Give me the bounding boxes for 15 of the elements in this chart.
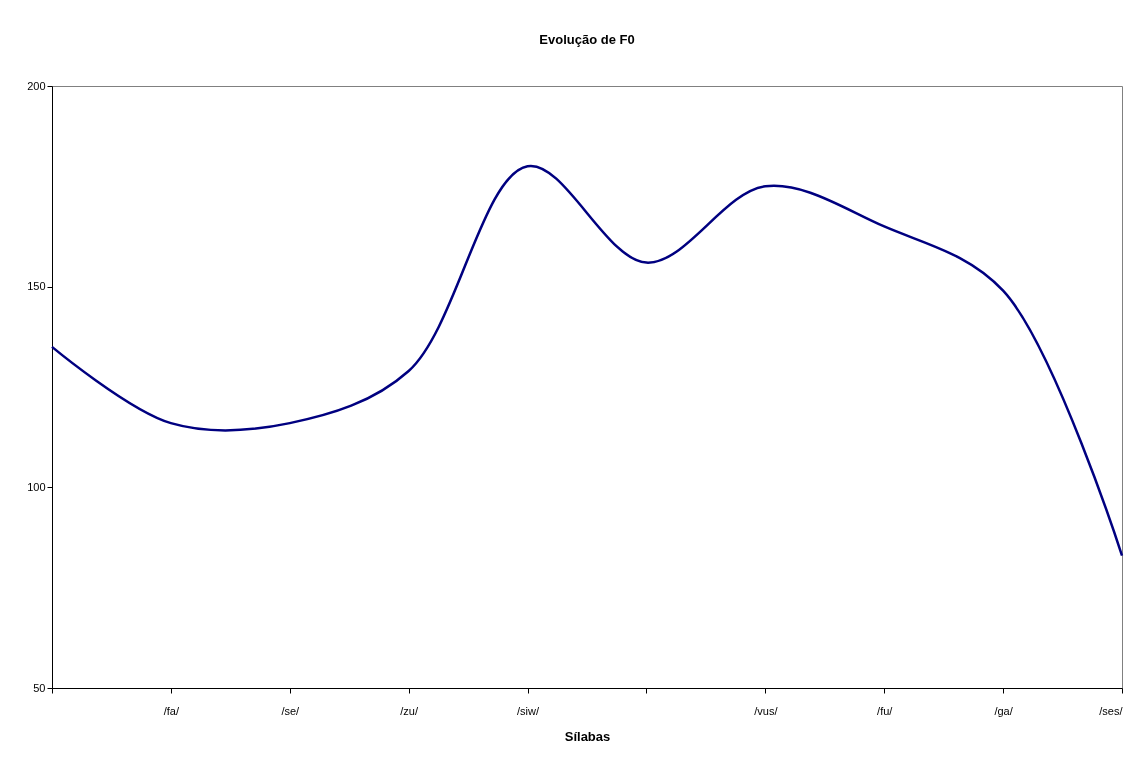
x-tick-label: /ga/ [994,704,1014,717]
x-tick-label: /vus/ [754,704,779,717]
x-tick-label: /se/ [281,704,301,717]
x-tick-label: /siw/ [517,704,540,717]
y-tick-label: 200 [27,79,46,92]
x-tick-label: /fa/ [163,704,180,717]
x-tick-label: /ses/ [1099,704,1124,717]
y-tick-label: 100 [27,480,46,493]
y-tick-label: 150 [27,280,46,293]
x-tick-label: /fu/ [877,704,894,717]
y-tick-label: 50 [33,681,46,694]
x-axis-title: Sílabas [564,728,611,744]
line-series [50,165,1124,557]
chart-title: Evolução de F0 [539,32,635,47]
x-tick-label: /zu/ [400,704,419,717]
